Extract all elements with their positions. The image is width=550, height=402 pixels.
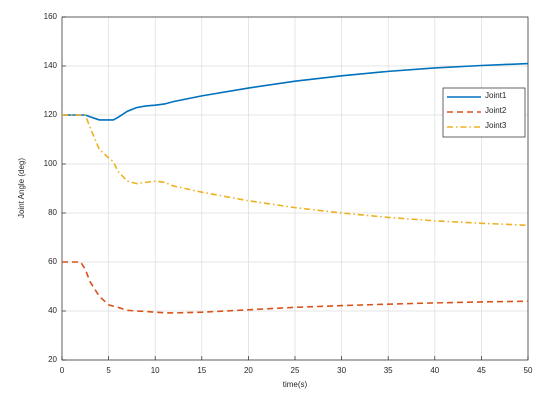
x-axis-label: time(s) (283, 380, 308, 389)
plot-frame (61, 16, 529, 361)
x-tick-label: 15 (197, 366, 206, 375)
y-tick-label: 100 (44, 159, 58, 168)
series-line (62, 261, 529, 314)
y-tick-label: 80 (48, 208, 57, 217)
legend-label: Joint2 (485, 106, 507, 115)
legend-label: Joint3 (485, 121, 507, 130)
legend-label: Joint1 (485, 91, 507, 100)
x-tick-label: 45 (477, 366, 486, 375)
x-tick-label: 50 (524, 366, 533, 375)
y-axis-label: Joint Angle (deg) (17, 158, 26, 218)
y-tick-label: 160 (44, 12, 58, 21)
x-tick-label: 40 (430, 366, 439, 375)
x-tick-label: 0 (60, 366, 65, 375)
series-line (62, 62, 529, 121)
x-tick-label: 10 (151, 366, 160, 375)
series-line (62, 114, 529, 227)
x-tick-label: 35 (384, 366, 393, 375)
y-tick-label: 60 (48, 257, 57, 266)
y-tick-label: 20 (48, 355, 57, 364)
legend-box (442, 87, 526, 138)
x-tick-label: 5 (106, 366, 111, 375)
x-tick-label: 30 (337, 366, 346, 375)
x-tick-label: 25 (291, 366, 300, 375)
x-tick-label: 20 (244, 366, 253, 375)
y-tick-label: 120 (44, 110, 58, 119)
y-tick-label: 140 (44, 61, 58, 70)
y-tick-label: 40 (48, 306, 57, 315)
